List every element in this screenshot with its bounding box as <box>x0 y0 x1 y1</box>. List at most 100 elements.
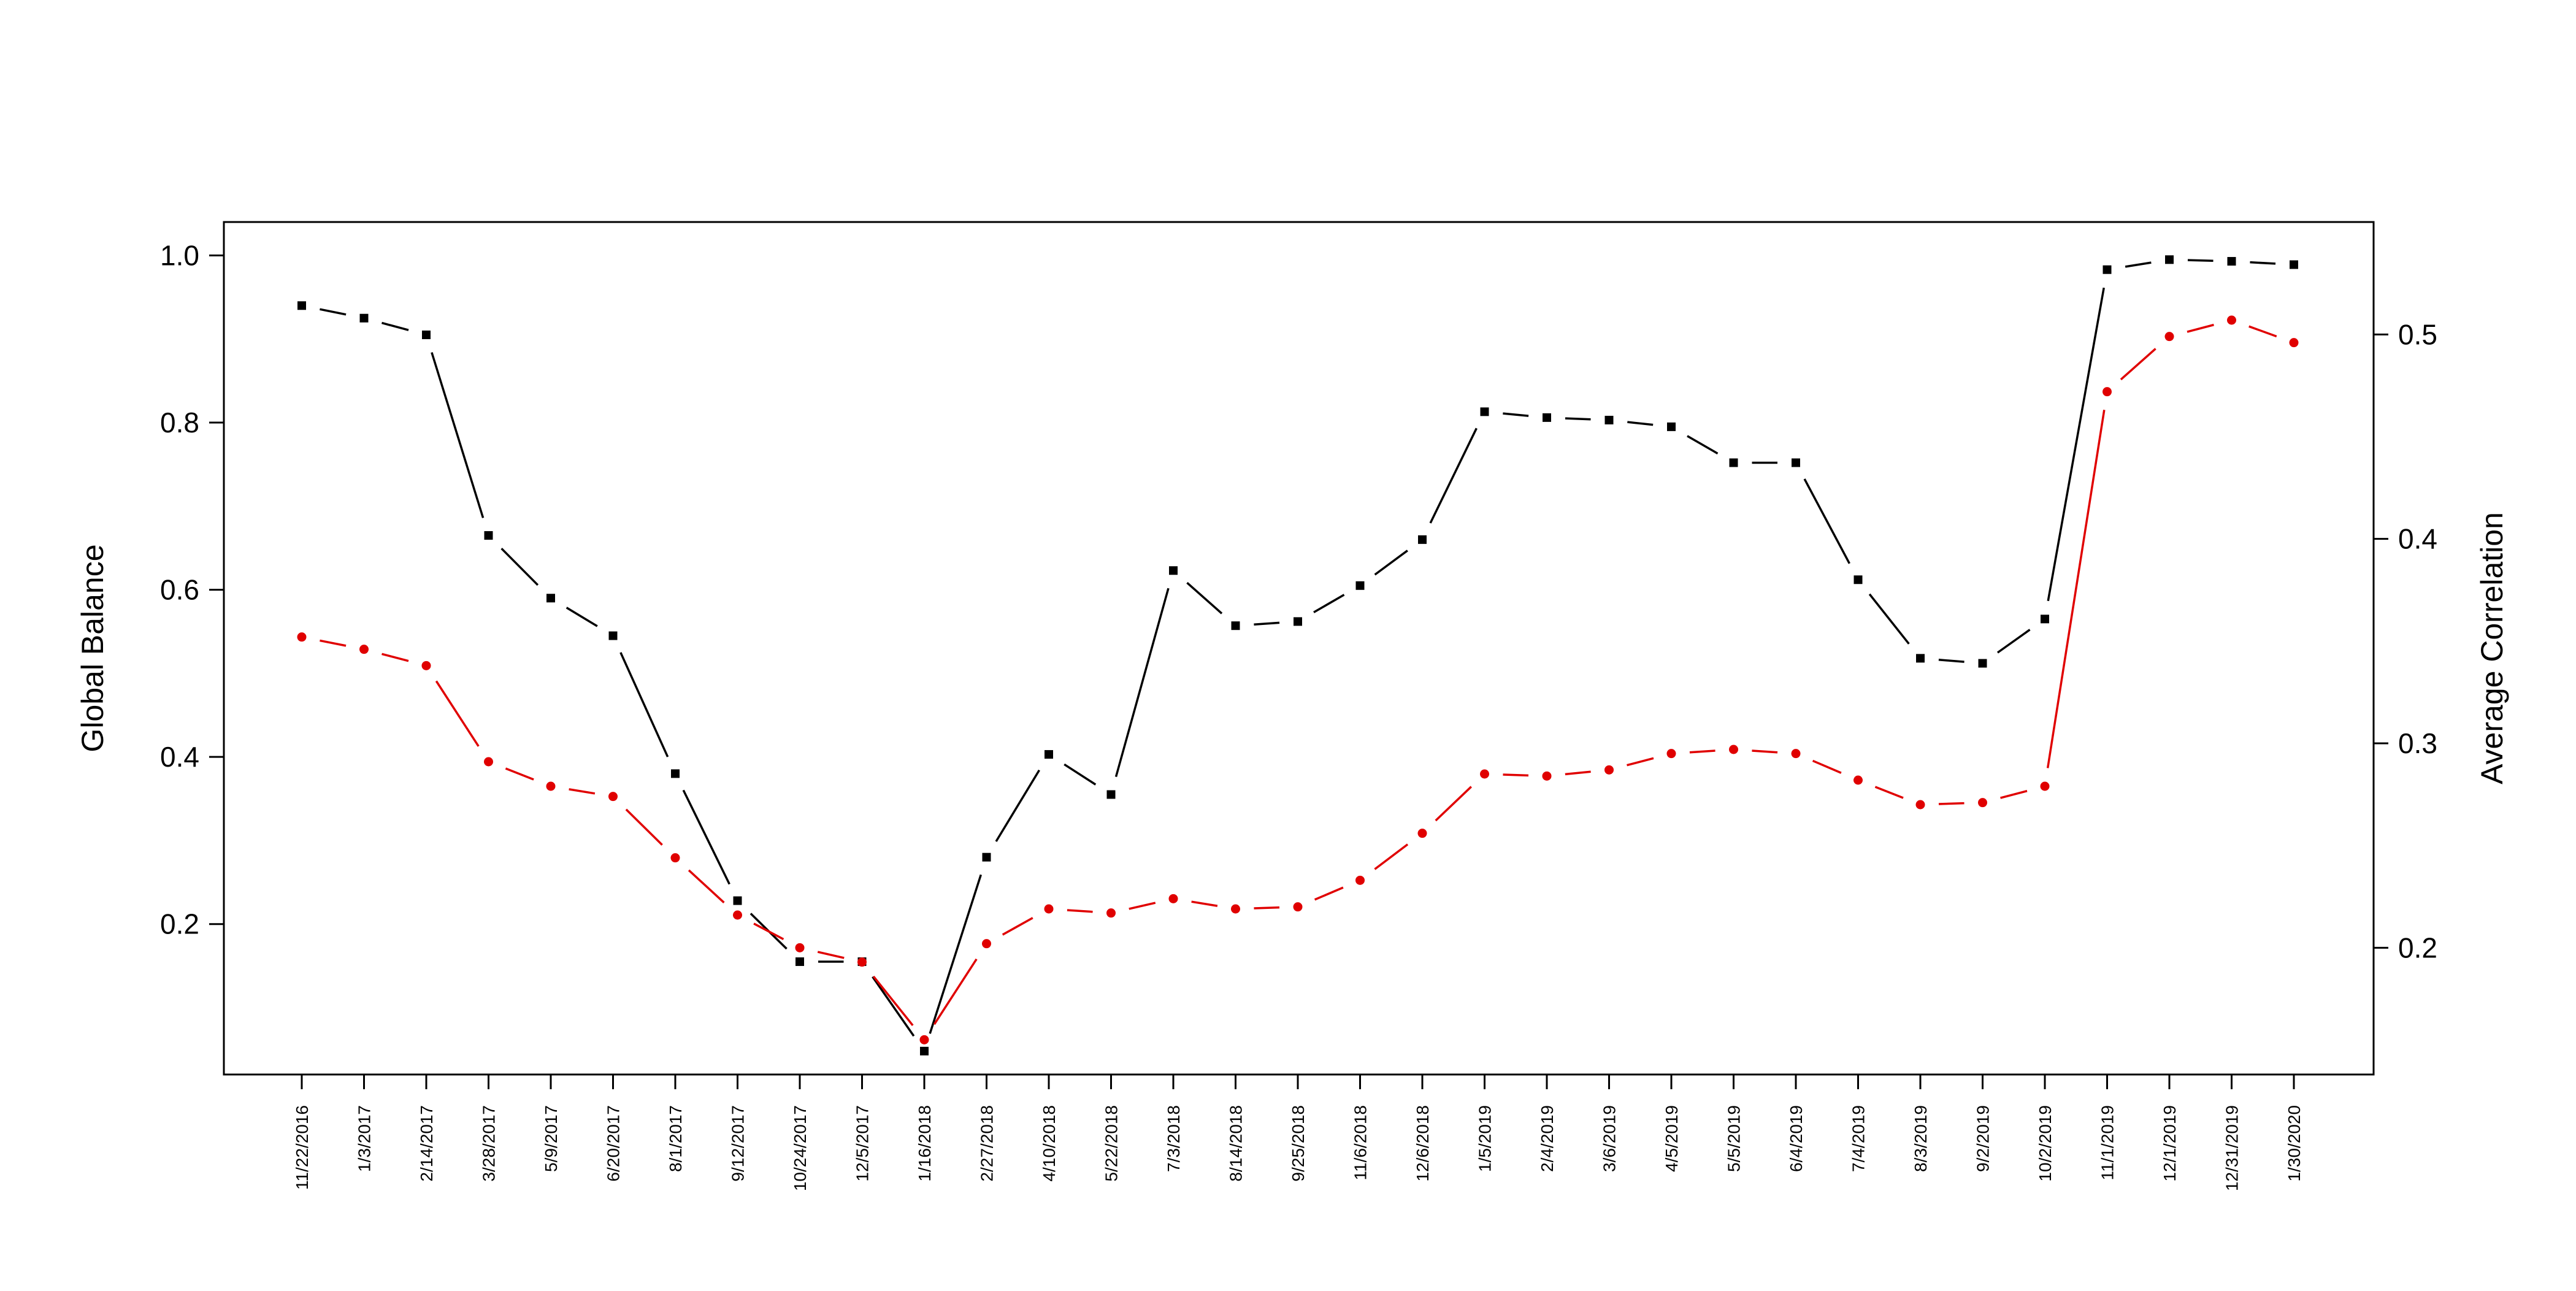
right-tick-label: 0.5 <box>2398 318 2437 350</box>
series-2-segment <box>2000 789 2028 799</box>
series-2-point <box>484 757 493 767</box>
series-2-point <box>421 661 431 670</box>
series-2-point <box>1293 902 1303 912</box>
left-tick-label: 1.0 <box>160 240 199 272</box>
series-2-segment <box>435 680 480 747</box>
x-tick-label: 11/1/2019 <box>2098 1105 2117 1181</box>
series-1-segment <box>1627 421 1654 426</box>
series-2-point <box>795 943 805 952</box>
left-y-axis: 0.2 0.4 0.6 0.8 1.0 <box>160 240 225 940</box>
series-2-point <box>1106 908 1116 918</box>
series-1-point <box>2041 615 2049 624</box>
series-2-point <box>608 792 618 802</box>
x-tick-label: 10/2/2019 <box>2036 1105 2055 1182</box>
series-1-point <box>982 852 991 862</box>
series-1 <box>297 255 2298 1055</box>
series-2-segment <box>1812 759 1842 774</box>
series-1-segment <box>1254 621 1280 626</box>
series-2-segment <box>1191 900 1218 907</box>
series-2-point <box>733 910 742 920</box>
series-1-segment <box>2187 259 2214 262</box>
series-1-point <box>920 1046 929 1055</box>
series-1-point <box>297 301 306 310</box>
series-2-segment <box>320 639 347 647</box>
series-1-point <box>1355 581 1365 590</box>
series-1-point <box>1543 413 1551 422</box>
series-1-segment <box>1186 581 1223 615</box>
series-2-point <box>1417 829 1427 838</box>
series-1-point <box>1978 659 1987 668</box>
x-tick-label: 11/6/2018 <box>1351 1105 1370 1181</box>
series-1-segment <box>1565 417 1591 421</box>
x-tick-label: 5/5/2019 <box>1725 1105 1744 1172</box>
series-1-segment <box>1503 412 1529 417</box>
x-tick-label: 9/25/2018 <box>1289 1105 1308 1182</box>
series-1-point <box>422 330 431 339</box>
series-1-segment <box>929 874 982 1034</box>
series-2-point <box>857 957 867 967</box>
series-1-point <box>671 769 680 778</box>
series-1-point <box>1169 566 1178 575</box>
series-2-segment <box>933 958 978 1025</box>
series-2-point <box>1231 904 1240 914</box>
series-1-segment <box>2250 261 2276 265</box>
series-1-point <box>608 631 618 640</box>
x-tick-label: 12/6/2018 <box>1413 1105 1432 1182</box>
x-tick-label: 2/14/2017 <box>417 1105 436 1182</box>
series-2-point <box>2103 387 2112 397</box>
series-1-point <box>1294 617 1302 626</box>
series-2-point <box>1542 771 1552 781</box>
series-1-segment <box>500 548 539 586</box>
left-axis-label: Global Balance <box>75 544 110 752</box>
series-1-point <box>1729 458 1738 467</box>
x-tick-label: 1/16/2018 <box>915 1105 934 1182</box>
series-2-segment <box>1565 770 1591 776</box>
x-tick-label: 3/28/2017 <box>480 1105 499 1182</box>
left-tick-label: 0.8 <box>160 407 199 439</box>
series-1-point <box>2165 255 2174 264</box>
series-2-point <box>2040 781 2050 791</box>
series-1-point <box>1106 790 1116 799</box>
series-1-segment <box>1938 659 1965 663</box>
series-2-segment <box>817 951 845 959</box>
series-1-point <box>359 313 369 323</box>
series-2-segment <box>1627 757 1654 767</box>
series-1-point <box>1418 535 1427 544</box>
series-2-segment <box>2120 348 2156 381</box>
series-2-point <box>1044 904 1054 914</box>
series-1-segment <box>565 607 598 627</box>
series-1-segment <box>431 352 485 518</box>
x-tick-label: 7/3/2018 <box>1164 1105 1183 1172</box>
series-2 <box>297 315 2299 1044</box>
series-2-segment <box>569 788 596 795</box>
series-1-point <box>484 531 493 540</box>
series-2-point <box>1604 765 1614 775</box>
x-tick-label: 8/1/2017 <box>666 1105 685 1172</box>
x-tick-label: 1/3/2017 <box>355 1105 374 1172</box>
left-tick-label: 0.4 <box>160 741 199 773</box>
series-1-segment <box>2125 261 2152 268</box>
x-tick-label: 1/5/2019 <box>1476 1105 1495 1172</box>
series-2-segment <box>1067 909 1093 913</box>
x-tick-label: 1/30/2020 <box>2285 1105 2304 1182</box>
series-1-point <box>2227 257 2236 266</box>
series-1-point <box>1604 415 1614 424</box>
series-2-point <box>982 939 991 949</box>
series-2-segment <box>1374 843 1409 870</box>
series-2-segment <box>1689 749 1715 754</box>
x-tick-label: 5/22/2018 <box>1102 1105 1121 1182</box>
x-tick-label: 10/24/2017 <box>791 1105 810 1191</box>
series-2-point <box>2289 338 2299 348</box>
x-tick-label: 6/4/2019 <box>1787 1105 1806 1172</box>
series-1-segment <box>1114 588 1170 778</box>
plot-frame <box>223 221 2375 1076</box>
series-1-segment <box>2047 287 2105 602</box>
series-1-point <box>795 957 804 967</box>
series-2-point <box>1168 894 1178 903</box>
x-tick-label: 5/9/2017 <box>542 1105 561 1172</box>
series-1-segment <box>995 769 1040 842</box>
x-tick-label: 8/14/2018 <box>1227 1105 1246 1182</box>
series-2-segment <box>753 922 784 940</box>
